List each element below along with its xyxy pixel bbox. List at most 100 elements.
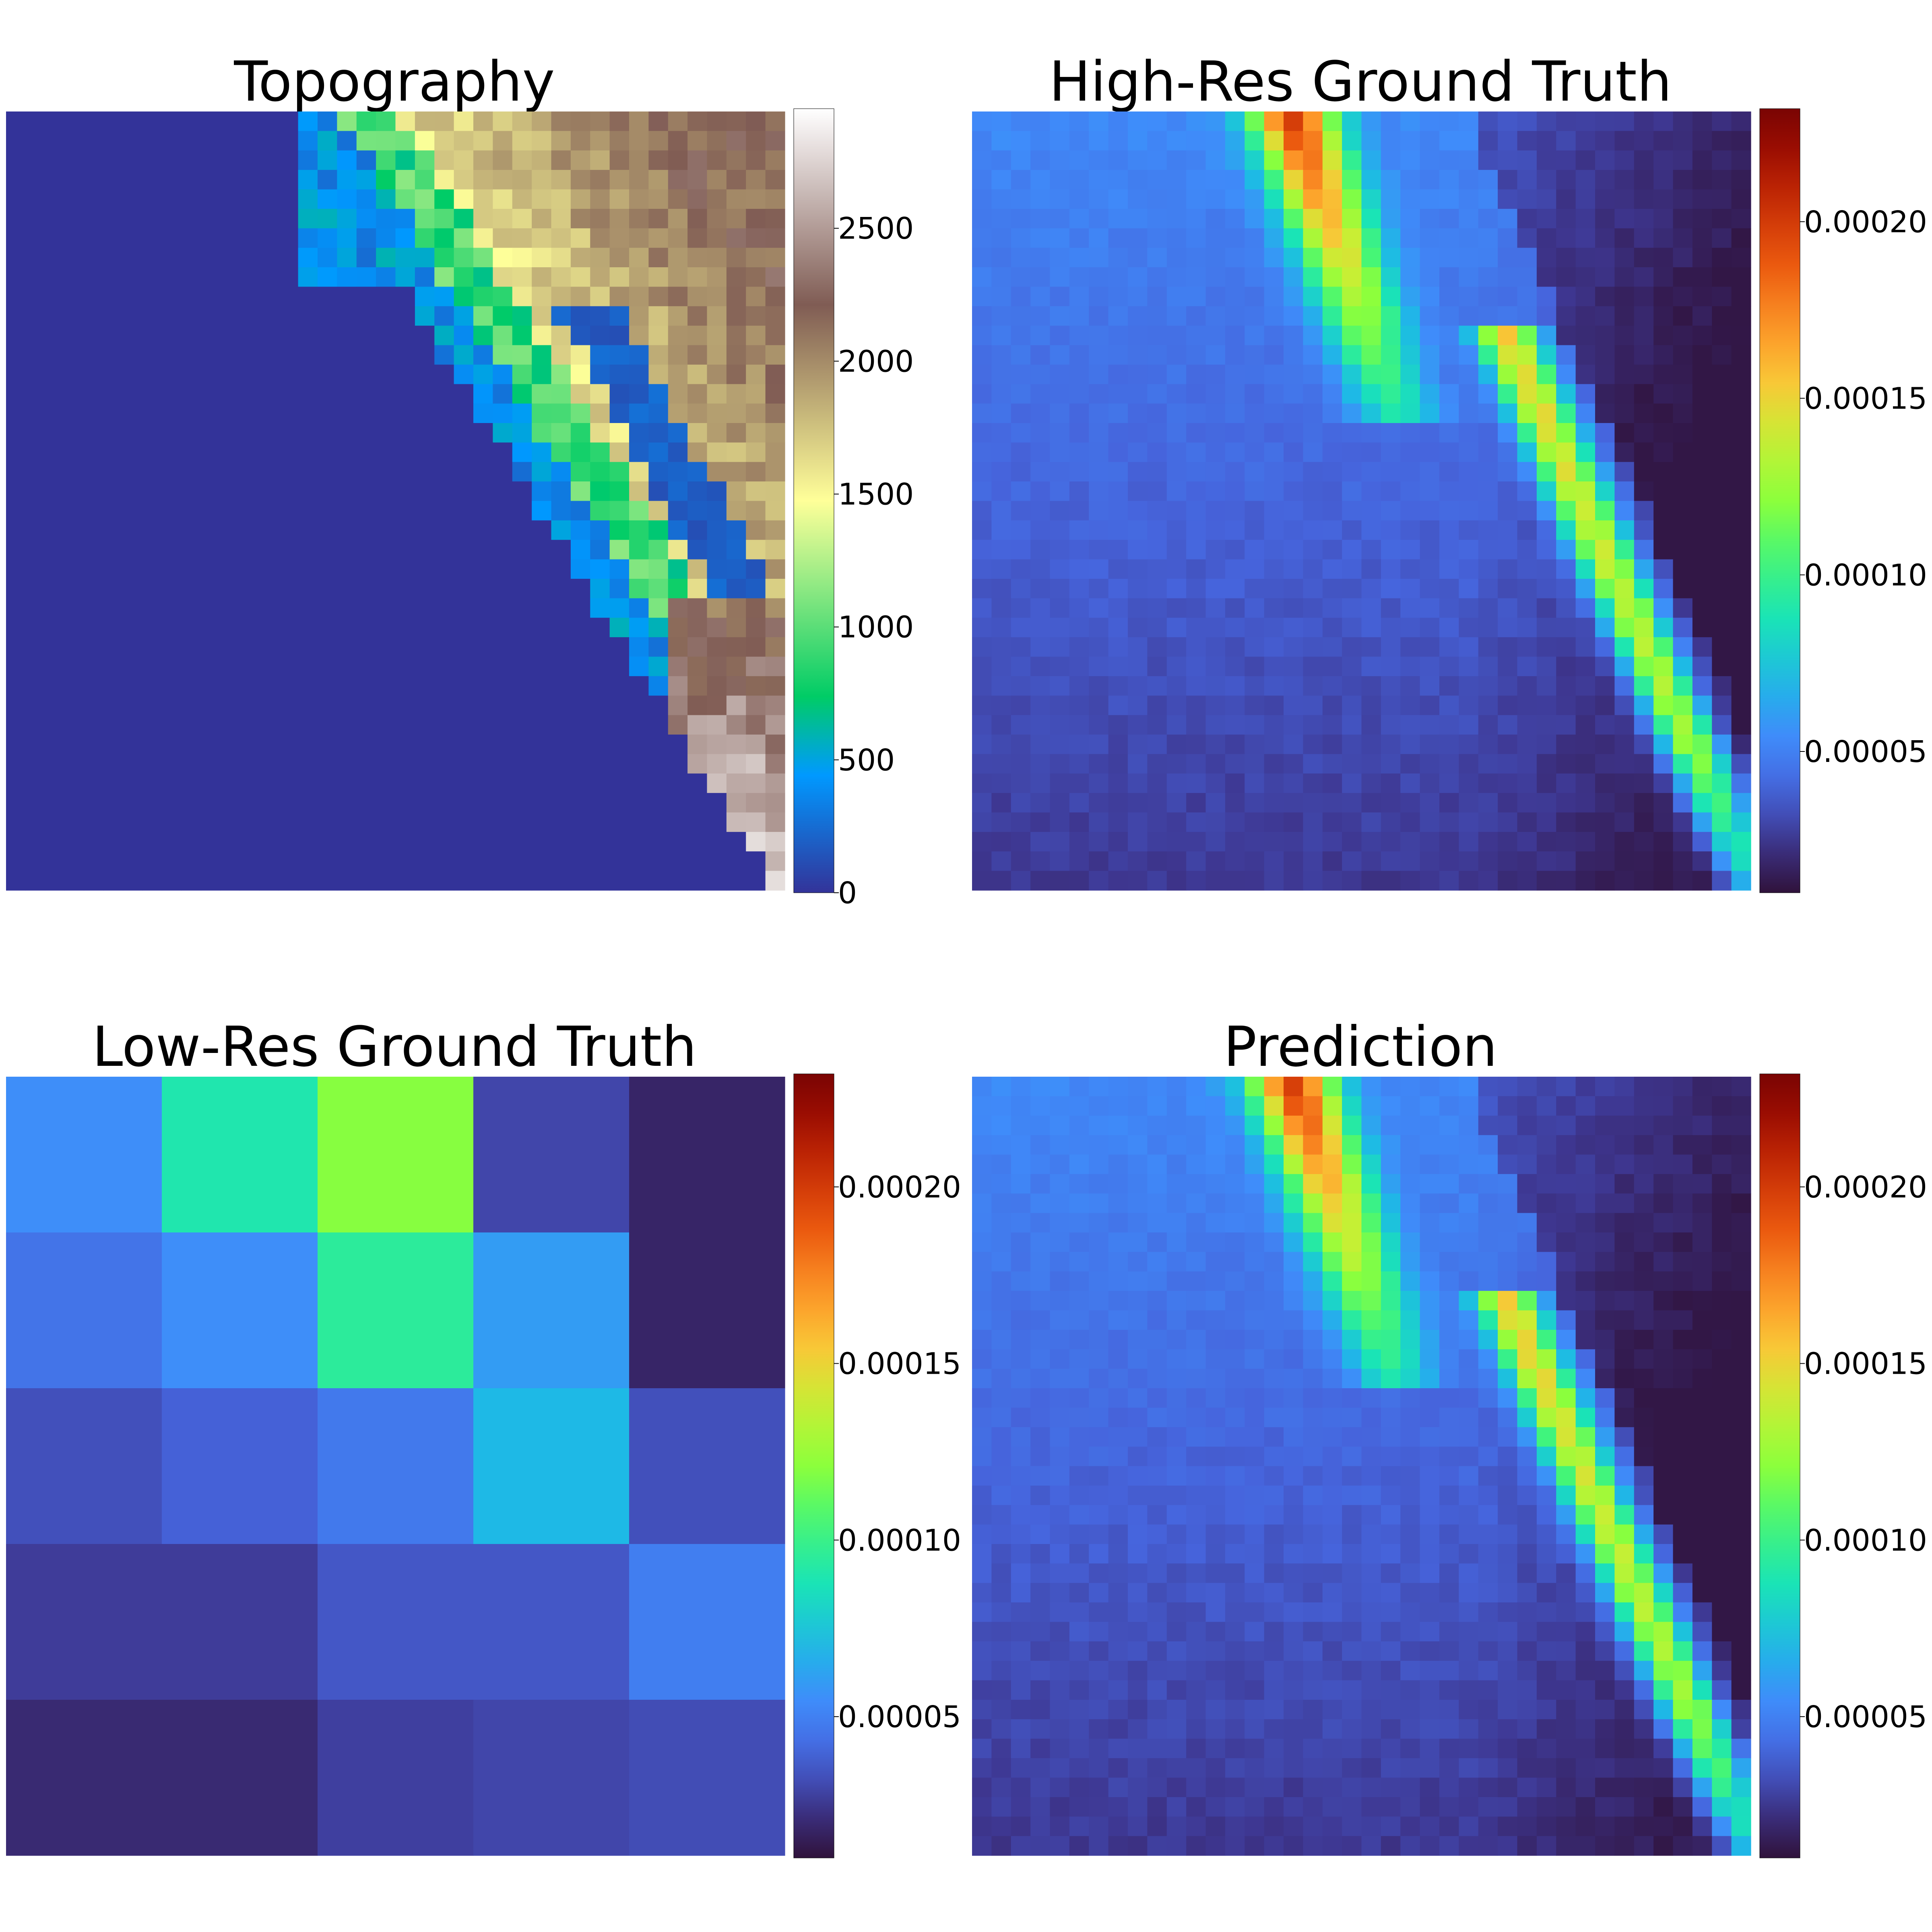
heatmap-cell [1459,1447,1479,1467]
heatmap-cell [991,1777,1011,1798]
heatmap-cell [1030,1641,1051,1661]
heatmap-cell [726,345,746,365]
heatmap-cell [1108,326,1128,346]
heatmap-cell [123,481,143,502]
heatmap-cell [609,170,630,190]
heatmap-cell [200,267,221,287]
heatmap-cell [1653,1505,1674,1525]
heatmap-cell [1128,1096,1148,1116]
heatmap-cell [512,462,532,482]
heatmap-cell [1400,462,1420,482]
heatmap-cell [972,384,992,404]
heatmap-cell [1439,248,1459,268]
heatmap-cell [746,481,766,502]
heatmap-cell [1575,1329,1596,1350]
heatmap-cell [1614,345,1635,365]
heatmap-cell [395,832,415,852]
heatmap-cell [1517,1096,1537,1116]
heatmap-cell [1264,1232,1284,1252]
heatmap-cell [1030,754,1051,774]
heatmap-cell [1361,1388,1381,1408]
heatmap-cell [1147,1193,1167,1214]
heatmap-cell [972,579,992,599]
heatmap-cell [1205,1232,1226,1252]
heatmap-cell [84,423,104,443]
heatmap-cell [1478,423,1498,443]
heatmap-cell [1634,384,1654,404]
heatmap-cell [1556,442,1576,462]
heatmap-cell [1108,403,1128,423]
heatmap-cell [1498,696,1518,716]
heatmap-cell [1692,656,1712,677]
heatmap-cell [454,364,474,384]
heatmap-cell [1284,326,1303,346]
heatmap-cell [726,559,746,579]
heatmap-cell [629,871,649,891]
heatmap-cell [1303,1271,1323,1291]
heatmap-cell [1069,1349,1089,1369]
heatmap-cell [220,131,240,151]
heatmap-cell [1245,1622,1265,1642]
heatmap-cell [1128,1408,1148,1428]
heatmap-cell [1030,1213,1051,1233]
heatmap-cell [570,812,590,832]
heatmap-cell [1556,1485,1576,1505]
heatmap-cell [376,481,396,502]
heatmap-cell [1361,1816,1381,1837]
heatmap-cell [512,773,532,793]
heatmap-cell [473,676,493,696]
heatmap-cell [1303,150,1323,170]
heatmap-cell [1030,1816,1051,1837]
heatmap-cell [1459,111,1479,131]
heatmap-cell [1128,871,1148,891]
heatmap-cell [1517,423,1537,443]
heatmap-cell [668,773,688,793]
heatmap-cell [1030,1388,1051,1408]
heatmap-cell [1381,208,1401,229]
heatmap-cell [668,423,688,443]
heatmap-cell [84,851,104,871]
heatmap-cell [648,189,669,209]
heatmap-cell [1303,1213,1323,1233]
heatmap-cell [1692,1077,1712,1096]
heatmap-cell [1439,1077,1459,1096]
heatmap-cell [1342,1115,1362,1135]
heatmap-cell [162,326,182,346]
heatmap-cell [1225,1154,1245,1174]
heatmap-cell [1673,1096,1693,1116]
heatmap-cell [590,832,610,852]
heatmap-cell [629,462,649,482]
heatmap-cell [162,1077,318,1233]
heatmap-cell [434,754,454,774]
heatmap-cell [1166,306,1187,326]
heatmap-cell [1381,423,1401,443]
heatmap-cell [1030,637,1051,657]
heatmap-cell [1322,364,1342,384]
heatmap-cell [570,559,590,579]
heatmap-cell [1517,1485,1537,1505]
heatmap-cell [1498,423,1518,443]
heatmap-cell [1166,1368,1187,1389]
heatmap-cell [746,501,766,521]
heatmap-cell [1205,442,1226,462]
heatmap-cell [1498,851,1518,871]
heatmap-cell [25,248,45,268]
heatmap-cell [162,228,182,248]
heatmap-cell [298,793,318,813]
heatmap-cell [1264,170,1284,190]
heatmap-cell [551,773,571,793]
heatmap-cell [6,345,26,365]
heatmap-cell [1556,579,1576,599]
heatmap-cell [25,598,45,618]
heatmap-cell [1225,1135,1245,1155]
heatmap-cell [434,871,454,891]
heatmap-cell [1731,462,1751,482]
heatmap-cell [1342,1388,1362,1408]
heatmap-cell [1653,617,1674,638]
heatmap-cell [1322,1738,1342,1759]
heatmap-cell [1420,773,1440,793]
heatmap-cell [1284,1427,1303,1447]
heatmap-cell [1459,403,1479,423]
heatmap-cell [1653,1310,1674,1330]
heatmap-cell [1205,1291,1226,1311]
